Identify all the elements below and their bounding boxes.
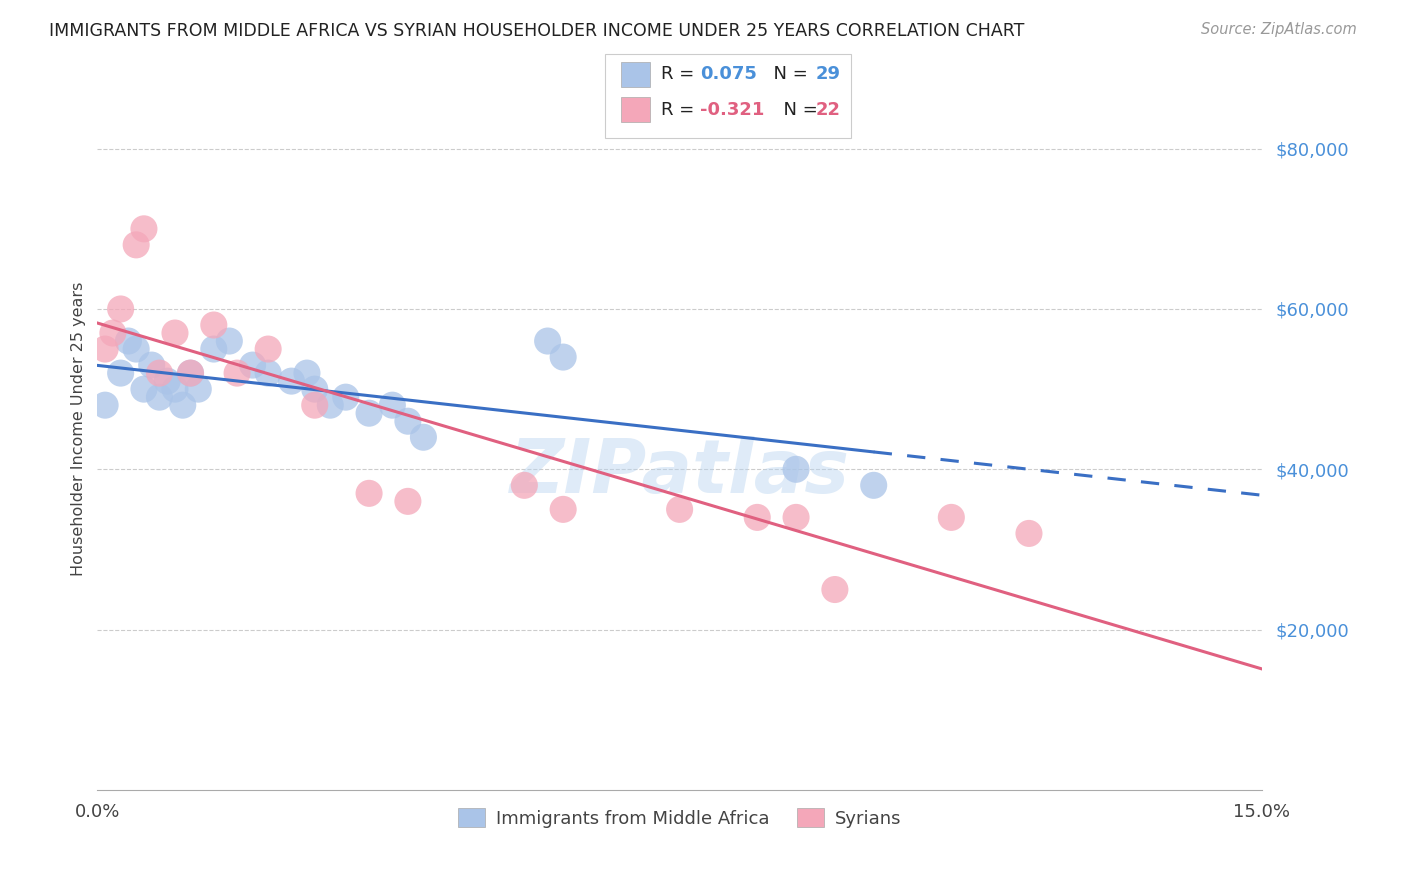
- Point: [117, 334, 139, 348]
- Y-axis label: Householder Income Under 25 years: Householder Income Under 25 years: [72, 282, 86, 576]
- Point: [187, 382, 209, 396]
- Point: [226, 366, 249, 380]
- Point: [396, 494, 419, 508]
- Point: [218, 334, 240, 348]
- Point: [132, 382, 155, 396]
- Point: [180, 366, 202, 380]
- Point: [172, 398, 194, 412]
- Text: Source: ZipAtlas.com: Source: ZipAtlas.com: [1201, 22, 1357, 37]
- Point: [941, 510, 963, 524]
- Point: [824, 582, 846, 597]
- Point: [513, 478, 536, 492]
- Point: [295, 366, 318, 380]
- Point: [785, 510, 807, 524]
- Point: [747, 510, 769, 524]
- Text: N =: N =: [762, 65, 814, 83]
- Point: [148, 390, 170, 404]
- Point: [257, 342, 280, 356]
- Point: [156, 374, 179, 388]
- Point: [304, 398, 326, 412]
- Point: [304, 382, 326, 396]
- Text: R =: R =: [661, 101, 700, 119]
- Text: R =: R =: [661, 65, 700, 83]
- Point: [553, 350, 575, 364]
- Point: [785, 462, 807, 476]
- Point: [280, 374, 302, 388]
- Point: [668, 502, 690, 516]
- Point: [125, 238, 148, 252]
- Point: [335, 390, 357, 404]
- Point: [357, 406, 380, 420]
- Point: [163, 382, 186, 396]
- Point: [132, 222, 155, 236]
- Point: [396, 414, 419, 428]
- Point: [862, 478, 884, 492]
- Point: [148, 366, 170, 380]
- Point: [94, 398, 117, 412]
- Point: [319, 398, 342, 412]
- Text: N =: N =: [772, 101, 824, 119]
- Text: 29: 29: [815, 65, 841, 83]
- Point: [141, 358, 163, 372]
- Point: [553, 502, 575, 516]
- Point: [180, 366, 202, 380]
- Text: 0.075: 0.075: [700, 65, 756, 83]
- Legend: Immigrants from Middle Africa, Syrians: Immigrants from Middle Africa, Syrians: [451, 801, 908, 835]
- Point: [257, 366, 280, 380]
- Text: -0.321: -0.321: [700, 101, 765, 119]
- Text: ZIPatlas: ZIPatlas: [509, 436, 849, 509]
- Point: [536, 334, 558, 348]
- Point: [101, 326, 124, 340]
- Point: [202, 342, 225, 356]
- Point: [125, 342, 148, 356]
- Point: [94, 342, 117, 356]
- Point: [163, 326, 186, 340]
- Point: [1018, 526, 1040, 541]
- Point: [202, 318, 225, 332]
- Point: [381, 398, 404, 412]
- Text: IMMIGRANTS FROM MIDDLE AFRICA VS SYRIAN HOUSEHOLDER INCOME UNDER 25 YEARS CORREL: IMMIGRANTS FROM MIDDLE AFRICA VS SYRIAN …: [49, 22, 1025, 40]
- Point: [110, 301, 132, 316]
- Point: [110, 366, 132, 380]
- Point: [242, 358, 264, 372]
- Text: 22: 22: [815, 101, 841, 119]
- Point: [357, 486, 380, 500]
- Point: [412, 430, 434, 444]
